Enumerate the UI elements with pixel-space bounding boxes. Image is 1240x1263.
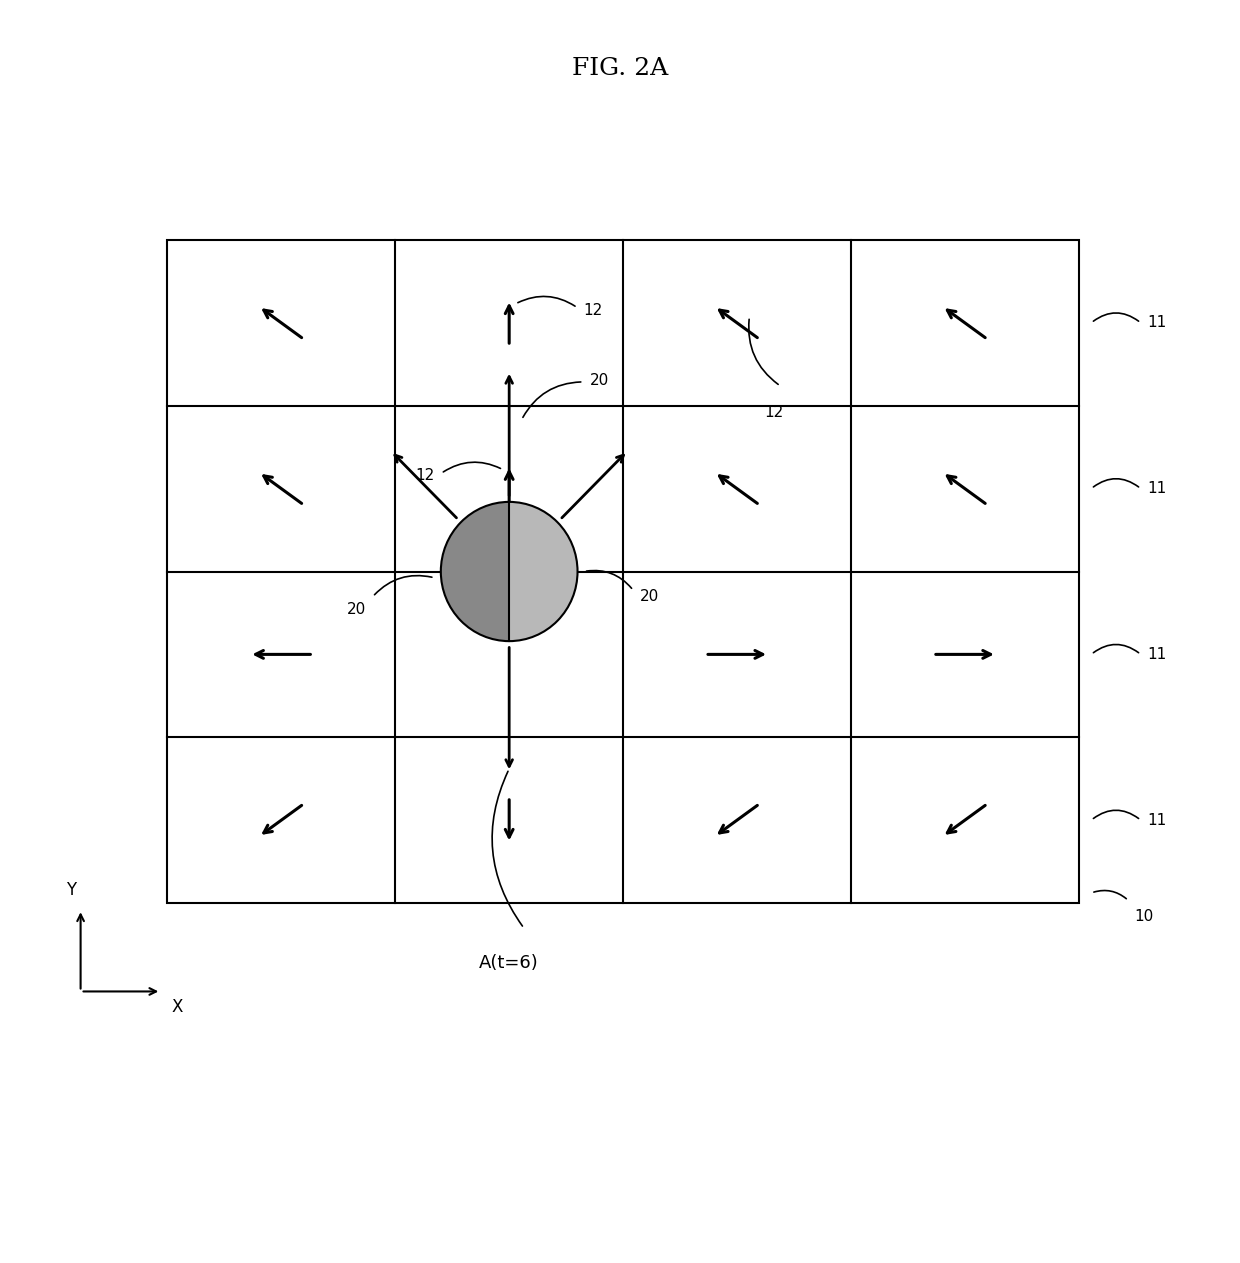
Text: 20: 20: [590, 373, 609, 388]
Text: 12: 12: [415, 469, 435, 484]
Text: 20: 20: [347, 602, 367, 616]
Wedge shape: [441, 501, 510, 642]
Wedge shape: [510, 501, 578, 642]
Text: 10: 10: [1135, 909, 1154, 925]
Text: 11: 11: [1147, 316, 1167, 331]
Text: 11: 11: [1147, 812, 1167, 827]
Bar: [167, 240, 1079, 903]
Text: 12: 12: [584, 303, 603, 318]
Text: 12: 12: [765, 405, 784, 421]
Text: 20: 20: [640, 590, 658, 604]
Text: FIG. 2A: FIG. 2A: [572, 57, 668, 80]
Text: A(t=6): A(t=6): [480, 954, 539, 971]
Text: 11: 11: [1147, 481, 1167, 496]
Text: X: X: [171, 998, 182, 1015]
Text: Y: Y: [66, 882, 76, 899]
Text: 11: 11: [1147, 647, 1167, 662]
